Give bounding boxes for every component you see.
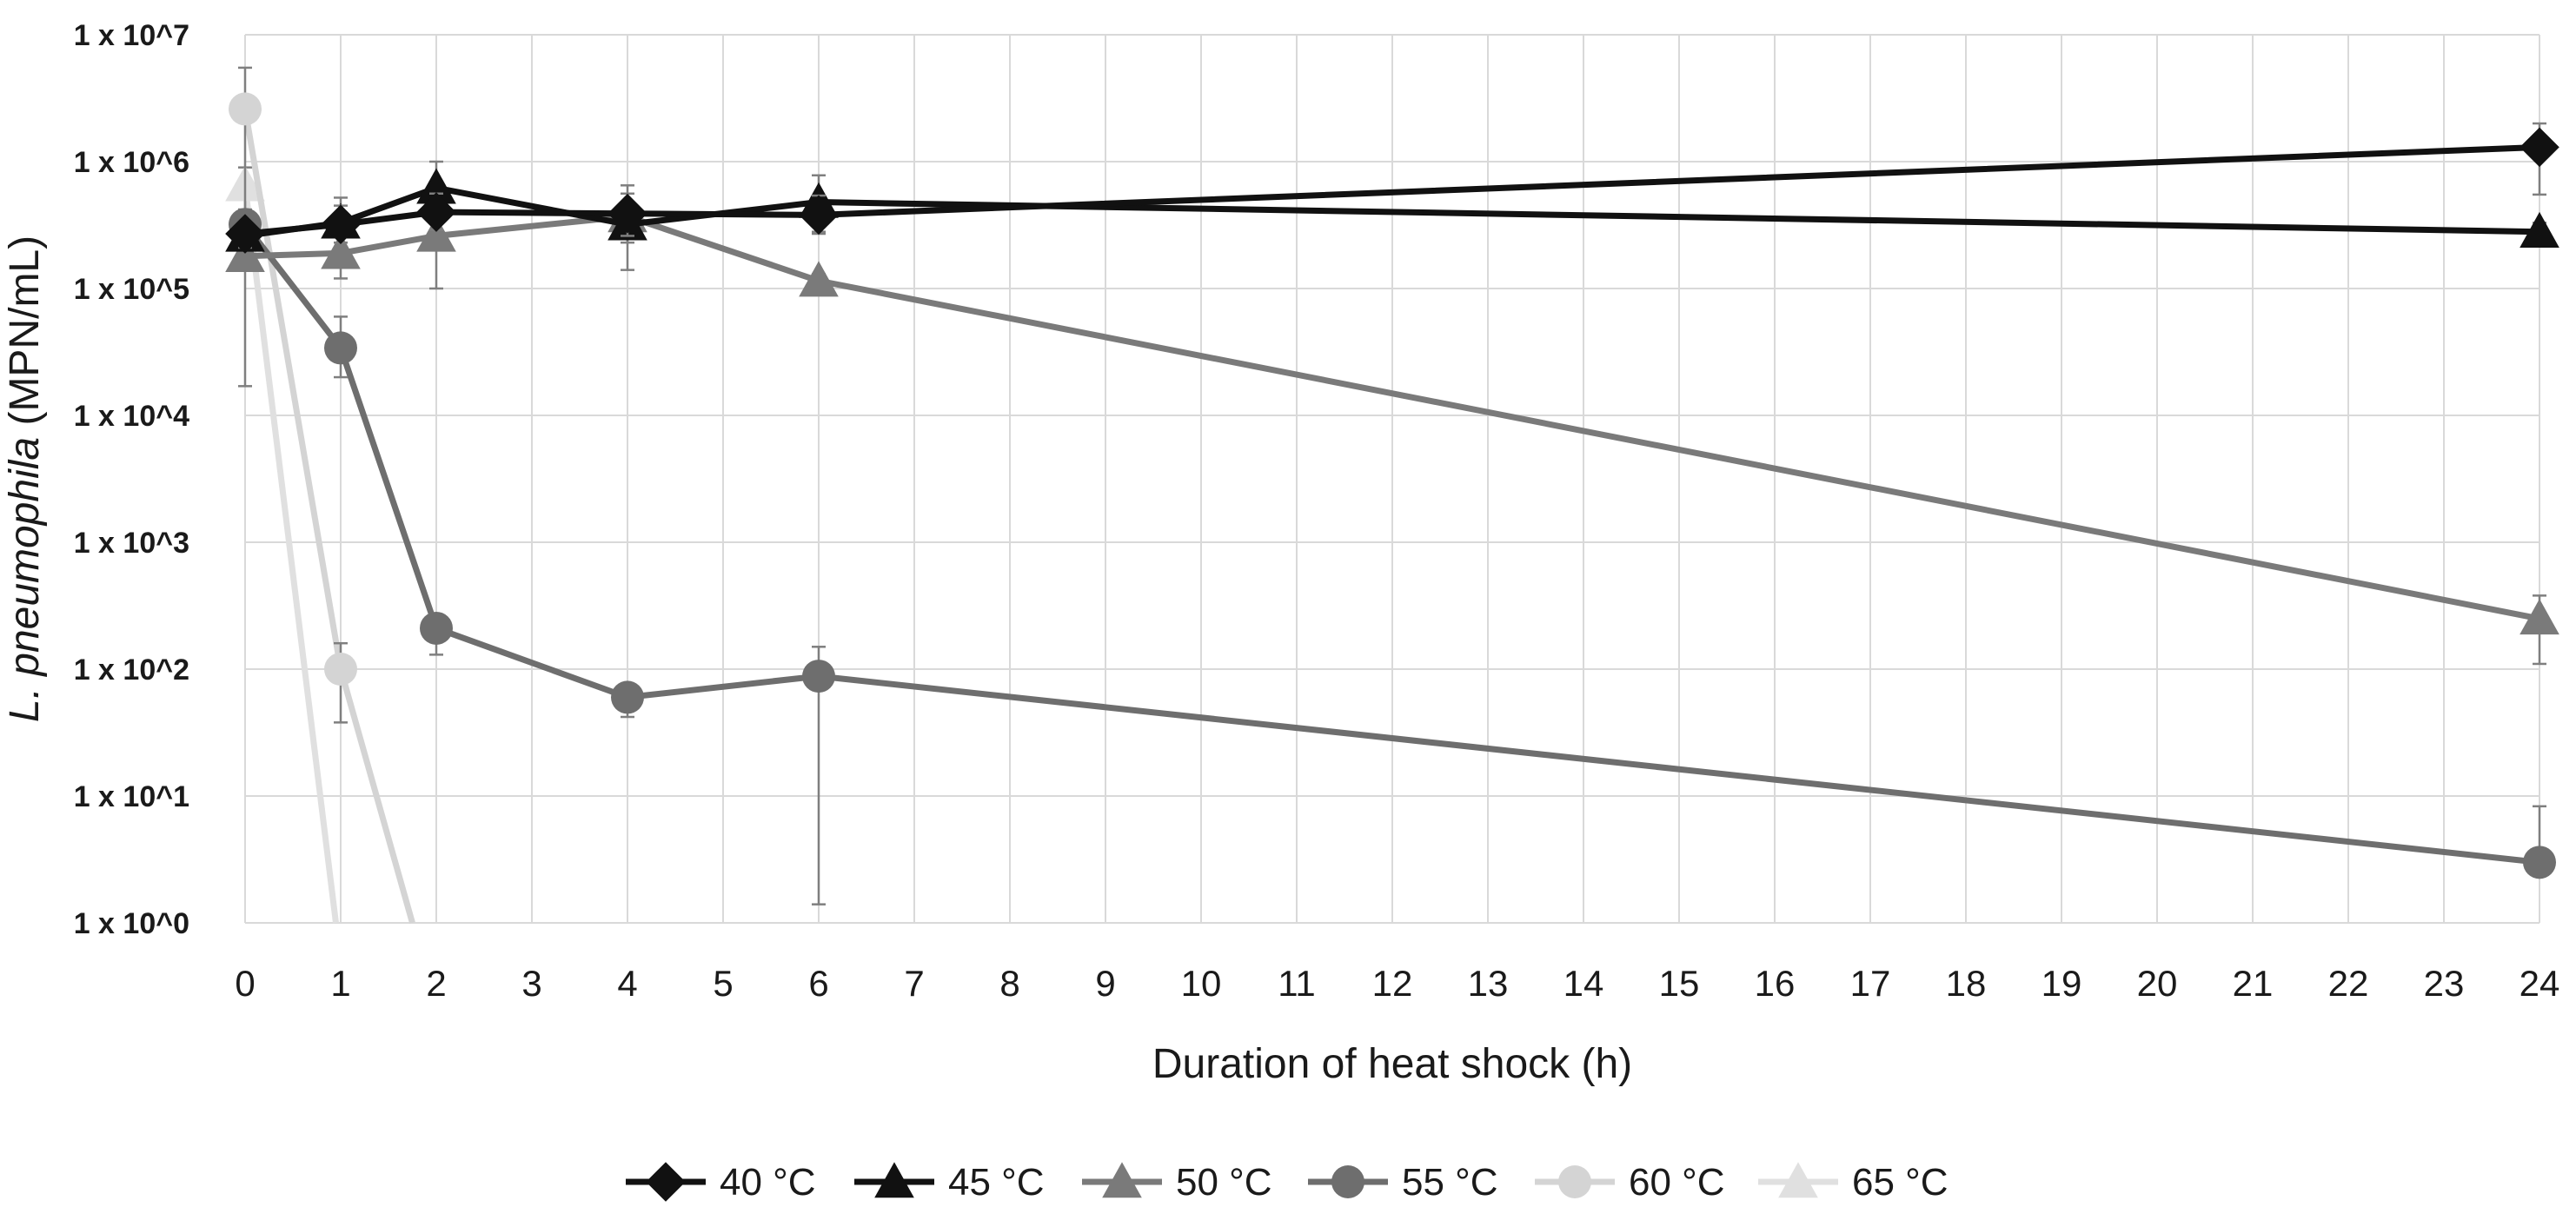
y-tick-label: 1 x 10^5 <box>74 273 189 306</box>
legend-item: 55 °C <box>1308 1161 1498 1204</box>
data-point <box>2520 211 2559 248</box>
legend-marker <box>1331 1165 1364 1198</box>
grid <box>244 34 2540 924</box>
series-60c <box>229 66 415 924</box>
data-point <box>229 92 262 126</box>
data-point <box>799 195 839 236</box>
y-tick-label: 1 x 10^6 <box>74 146 189 179</box>
data-point <box>420 611 453 645</box>
x-tick-label: 15 <box>1659 963 1700 1004</box>
data-point <box>225 214 265 254</box>
data-point <box>2523 846 2556 879</box>
series-line <box>242 184 339 924</box>
legend-marker <box>874 1162 914 1198</box>
series-layer <box>225 66 2559 924</box>
y-axis-label: L. pneumophila (MPN/mL) <box>2 236 48 722</box>
legend-item: 65 °C <box>1758 1161 1949 1204</box>
x-tick-label: 22 <box>2328 963 2369 1004</box>
y-tick-label: 1 x 10^2 <box>74 653 189 687</box>
data-point <box>225 236 265 272</box>
x-tick-label: 18 <box>1946 963 1987 1004</box>
series-55c <box>229 208 2556 906</box>
data-point <box>2520 599 2559 635</box>
x-tick-label: 9 <box>1095 963 1115 1004</box>
series-40c <box>225 122 2559 254</box>
series-line <box>244 213 2540 622</box>
x-tick-label: 8 <box>999 963 1019 1004</box>
y-tick-label: 1 x 10^1 <box>74 780 189 813</box>
x-tick-label: 7 <box>904 963 924 1004</box>
data-point <box>416 216 456 252</box>
y-tick-labels: 1 x 10^0 1 x 10^1 1 x 10^2 1 x 10^3 1 x 10^4… <box>74 19 189 940</box>
legend-item: 60 °C <box>1535 1161 1725 1204</box>
x-tick-label: 11 <box>1278 963 1316 1004</box>
series-line <box>242 222 2540 866</box>
data-point <box>416 192 456 232</box>
data-point <box>799 261 839 297</box>
x-tick-labels: 0 1 2 3 4 5 6 7 8 9 10 11 12 13 14 15 16 17 18 19 20 21 22 23 24 <box>235 963 2559 1004</box>
data-point <box>607 193 647 234</box>
data-point <box>324 653 357 686</box>
data-point <box>611 680 644 714</box>
data-point <box>324 331 357 365</box>
legend-label: 40 °C <box>720 1161 816 1204</box>
legend-label: 45 °C <box>948 1161 1045 1204</box>
legend-marker <box>646 1162 686 1202</box>
y-tick-label: 1 x 10^0 <box>74 907 189 940</box>
legend-item: 40 °C <box>626 1161 816 1204</box>
x-tick-label: 2 <box>426 963 446 1004</box>
x-tick-label: 5 <box>713 963 733 1004</box>
legend-marker <box>1778 1162 1818 1198</box>
legend: 40 °C 45 °C 50 °C 55 °C 60 °C 65 °C <box>626 1161 1949 1204</box>
legend-label: 65 °C <box>1852 1161 1949 1204</box>
legend-item: 50 °C <box>1082 1161 1272 1204</box>
legend-item: 45 °C <box>854 1161 1045 1204</box>
legend-marker <box>1558 1165 1591 1198</box>
x-tick-label: 3 <box>521 963 541 1004</box>
legend-label: 60 °C <box>1629 1161 1725 1204</box>
legend-marker <box>1102 1162 1142 1198</box>
x-tick-label: 20 <box>2137 963 2178 1004</box>
x-tick-label: 23 <box>2424 963 2465 1004</box>
x-tick-label: 6 <box>808 963 828 1004</box>
x-tick-label: 14 <box>1564 963 1604 1004</box>
y-tick-label: 1 x 10^3 <box>74 527 189 560</box>
legend-label: 55 °C <box>1402 1161 1498 1204</box>
data-point <box>2520 127 2559 168</box>
y-axis-label-rest: (MPN/mL) <box>2 236 48 437</box>
x-tick-label: 1 <box>330 963 350 1004</box>
x-tick-label: 19 <box>2042 963 2082 1004</box>
x-tick-label: 0 <box>235 963 255 1004</box>
data-point <box>321 233 361 269</box>
x-tick-label: 4 <box>617 963 637 1004</box>
legend-label: 50 °C <box>1176 1161 1272 1204</box>
data-point <box>802 660 835 693</box>
data-point <box>321 204 361 245</box>
y-tick-label: 1 x 10^7 <box>74 19 189 52</box>
x-tick-label: 10 <box>1181 963 1222 1004</box>
x-axis-label: Duration of heat shock (h) <box>1152 1041 1632 1087</box>
y-axis-label-italic: L. pneumophila <box>2 437 48 722</box>
x-tick-label: 13 <box>1468 963 1509 1004</box>
x-tick-label: 21 <box>2233 963 2274 1004</box>
x-tick-label: 24 <box>2520 963 2560 1004</box>
x-tick-label: 17 <box>1850 963 1891 1004</box>
x-tick-label: 16 <box>1755 963 1796 1004</box>
data-point <box>416 168 456 204</box>
y-tick-label: 1 x 10^4 <box>74 400 189 433</box>
x-tick-label: 12 <box>1372 963 1413 1004</box>
